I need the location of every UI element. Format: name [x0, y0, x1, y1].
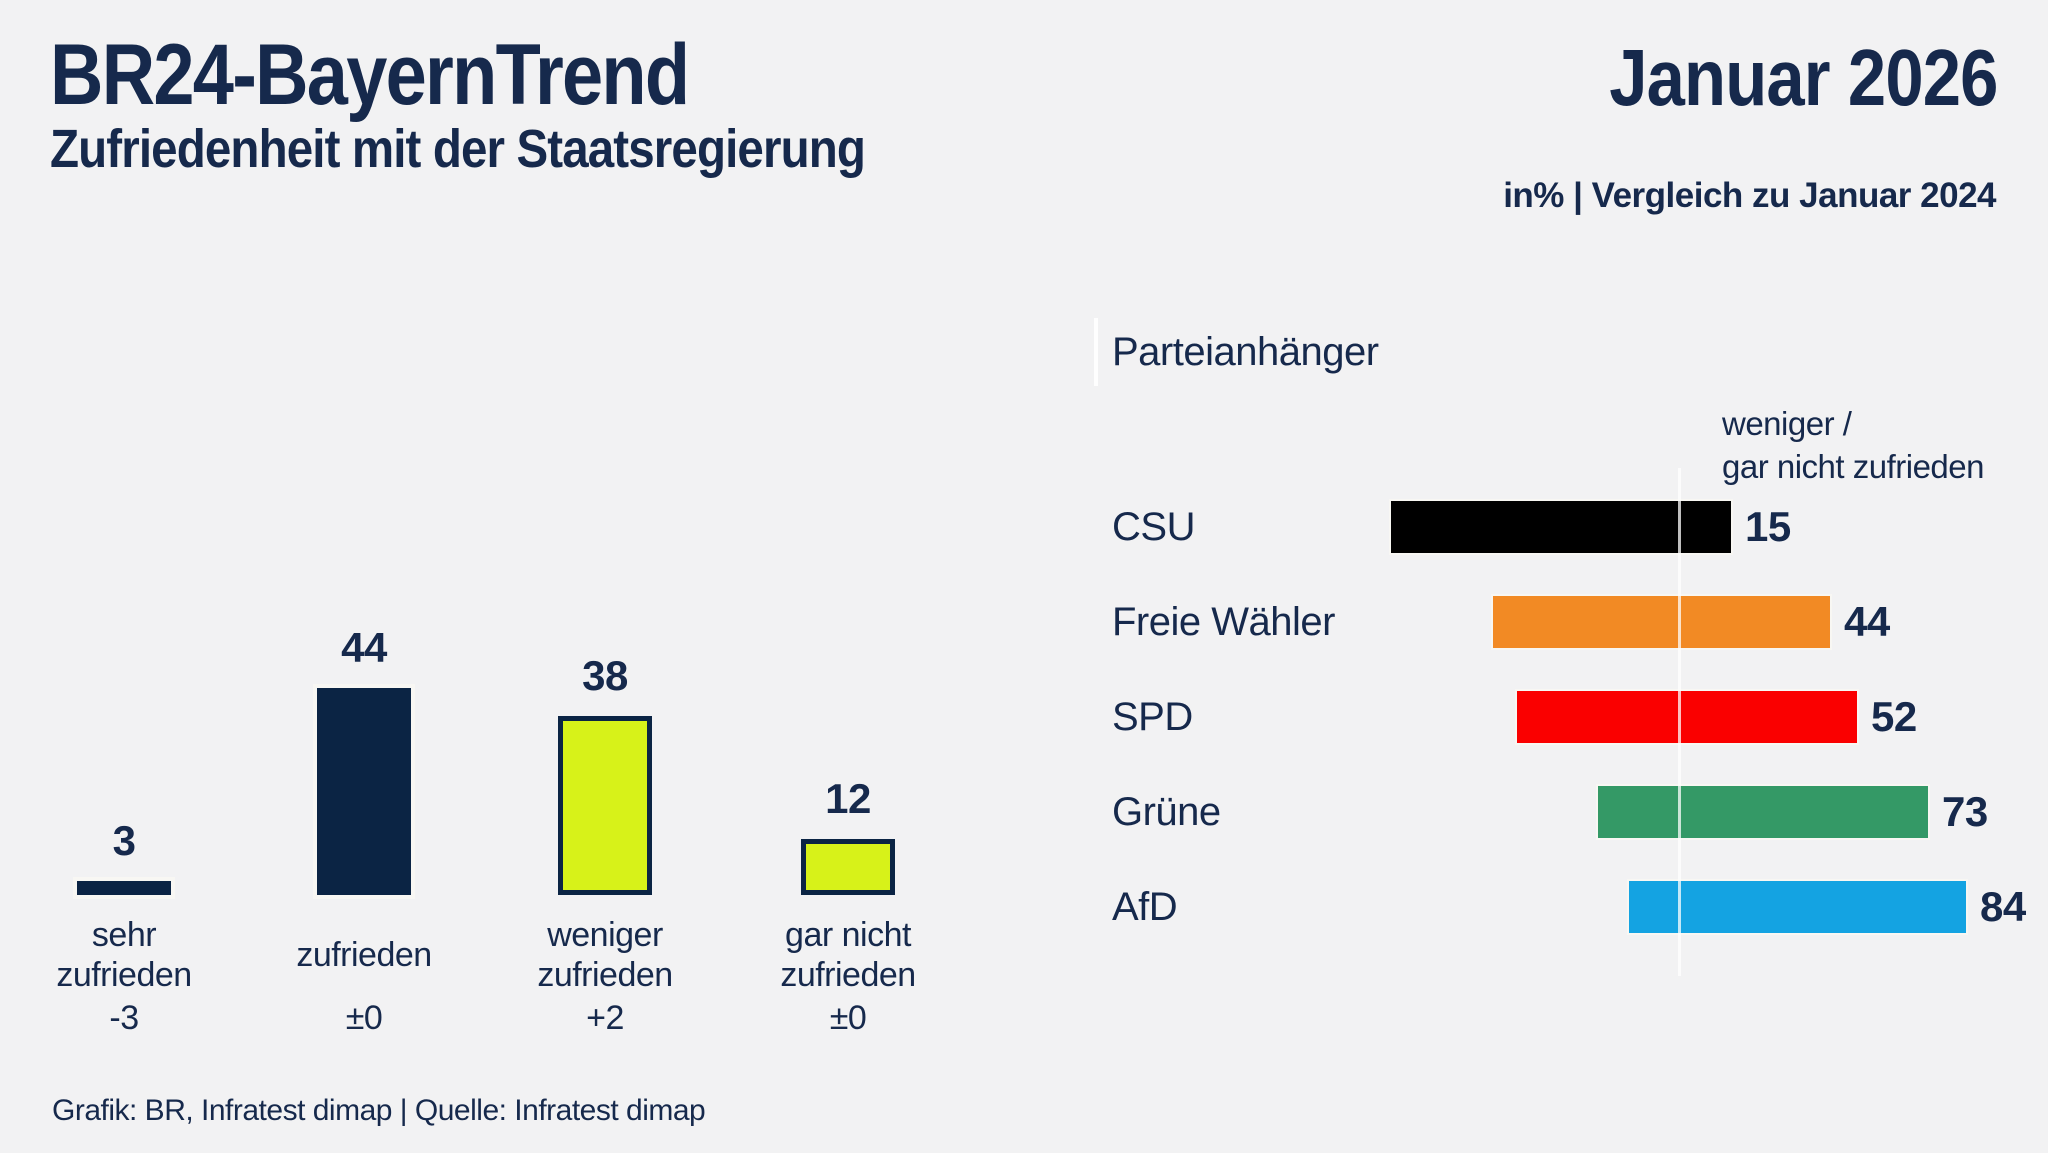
- party-bar-CSU: [1391, 501, 1731, 553]
- bar-category-line: zufrieden: [537, 956, 673, 994]
- bar-category-line: zufrieden: [780, 956, 916, 994]
- party-bar-SPD: [1517, 691, 1857, 743]
- page-subtitle: Zufriedenheit mit der Staatsregierung: [50, 119, 866, 179]
- bar-change-label: ±0: [829, 999, 867, 1037]
- party-value-right: 44: [1844, 598, 1890, 645]
- party-value-right: 52: [1871, 693, 1917, 740]
- bar-change-label: ±0: [345, 999, 383, 1037]
- bar-category-line: gar nicht: [785, 916, 911, 954]
- party-label-Grüne: Grüne: [1112, 790, 1221, 834]
- bar-category-label: weniger zufrieden: [495, 912, 715, 998]
- column-header-right-line2: gar nicht zufrieden: [1722, 448, 1985, 485]
- bar-zufrieden: [317, 688, 411, 895]
- party-label-CSU: CSU: [1112, 505, 1195, 549]
- bar-gar-nicht-zufrieden: [801, 839, 895, 895]
- party-label-AfD: AfD: [1112, 885, 1178, 929]
- bar-category-line: zufrieden: [296, 936, 432, 974]
- party-label-Freie-Wähler: Freie Wähler: [1112, 600, 1335, 644]
- party-value-right: 73: [1942, 788, 1988, 835]
- bar-category-line: sehr: [91, 916, 157, 954]
- bar-category-label: gar nicht zufrieden: [738, 912, 958, 998]
- bar-sehr-zufrieden: [77, 881, 171, 895]
- date-label: Januar 2026: [1609, 33, 1999, 122]
- column-header-right: weniger / gar nicht zufrieden: [1722, 402, 1985, 488]
- bar-category-line: zufrieden: [56, 956, 192, 994]
- meta-label: in% | Vergleich zu Januar 2024: [1503, 176, 1996, 215]
- bar-category-label: sehr zufrieden: [14, 912, 234, 998]
- bar-category-label: zufrieden: [254, 912, 474, 998]
- column-header-right-line1: weniger /: [1722, 405, 1852, 442]
- bar-value-label: 44: [341, 624, 387, 671]
- page-title: BR24-BayernTrend: [50, 27, 690, 123]
- baseline-divider: [1678, 468, 1681, 976]
- bar-category-line: weniger: [547, 916, 663, 954]
- credits: Grafik: BR, Infratest dimap | Quelle: In…: [52, 1094, 706, 1127]
- bar-weniger-zufrieden: [558, 716, 652, 895]
- section-title: Parteianhänger: [1112, 330, 1379, 374]
- bar-value-label: 12: [825, 775, 871, 822]
- party-label-SPD: SPD: [1112, 695, 1193, 739]
- bar-value-label: 38: [582, 652, 628, 699]
- party-value-right: 15: [1745, 503, 1791, 550]
- party-bar-AfD: [1629, 881, 1966, 933]
- party-bar-Freie-Wähler: [1493, 596, 1830, 648]
- bar-change-label: -3: [109, 999, 139, 1037]
- section-accent-line: [1094, 318, 1098, 386]
- party-value-right: 84: [1980, 883, 2026, 930]
- party-bar-Grüne: [1598, 786, 1928, 838]
- bar-value-label: 3: [112, 817, 136, 864]
- bar-change-label: +2: [586, 999, 624, 1037]
